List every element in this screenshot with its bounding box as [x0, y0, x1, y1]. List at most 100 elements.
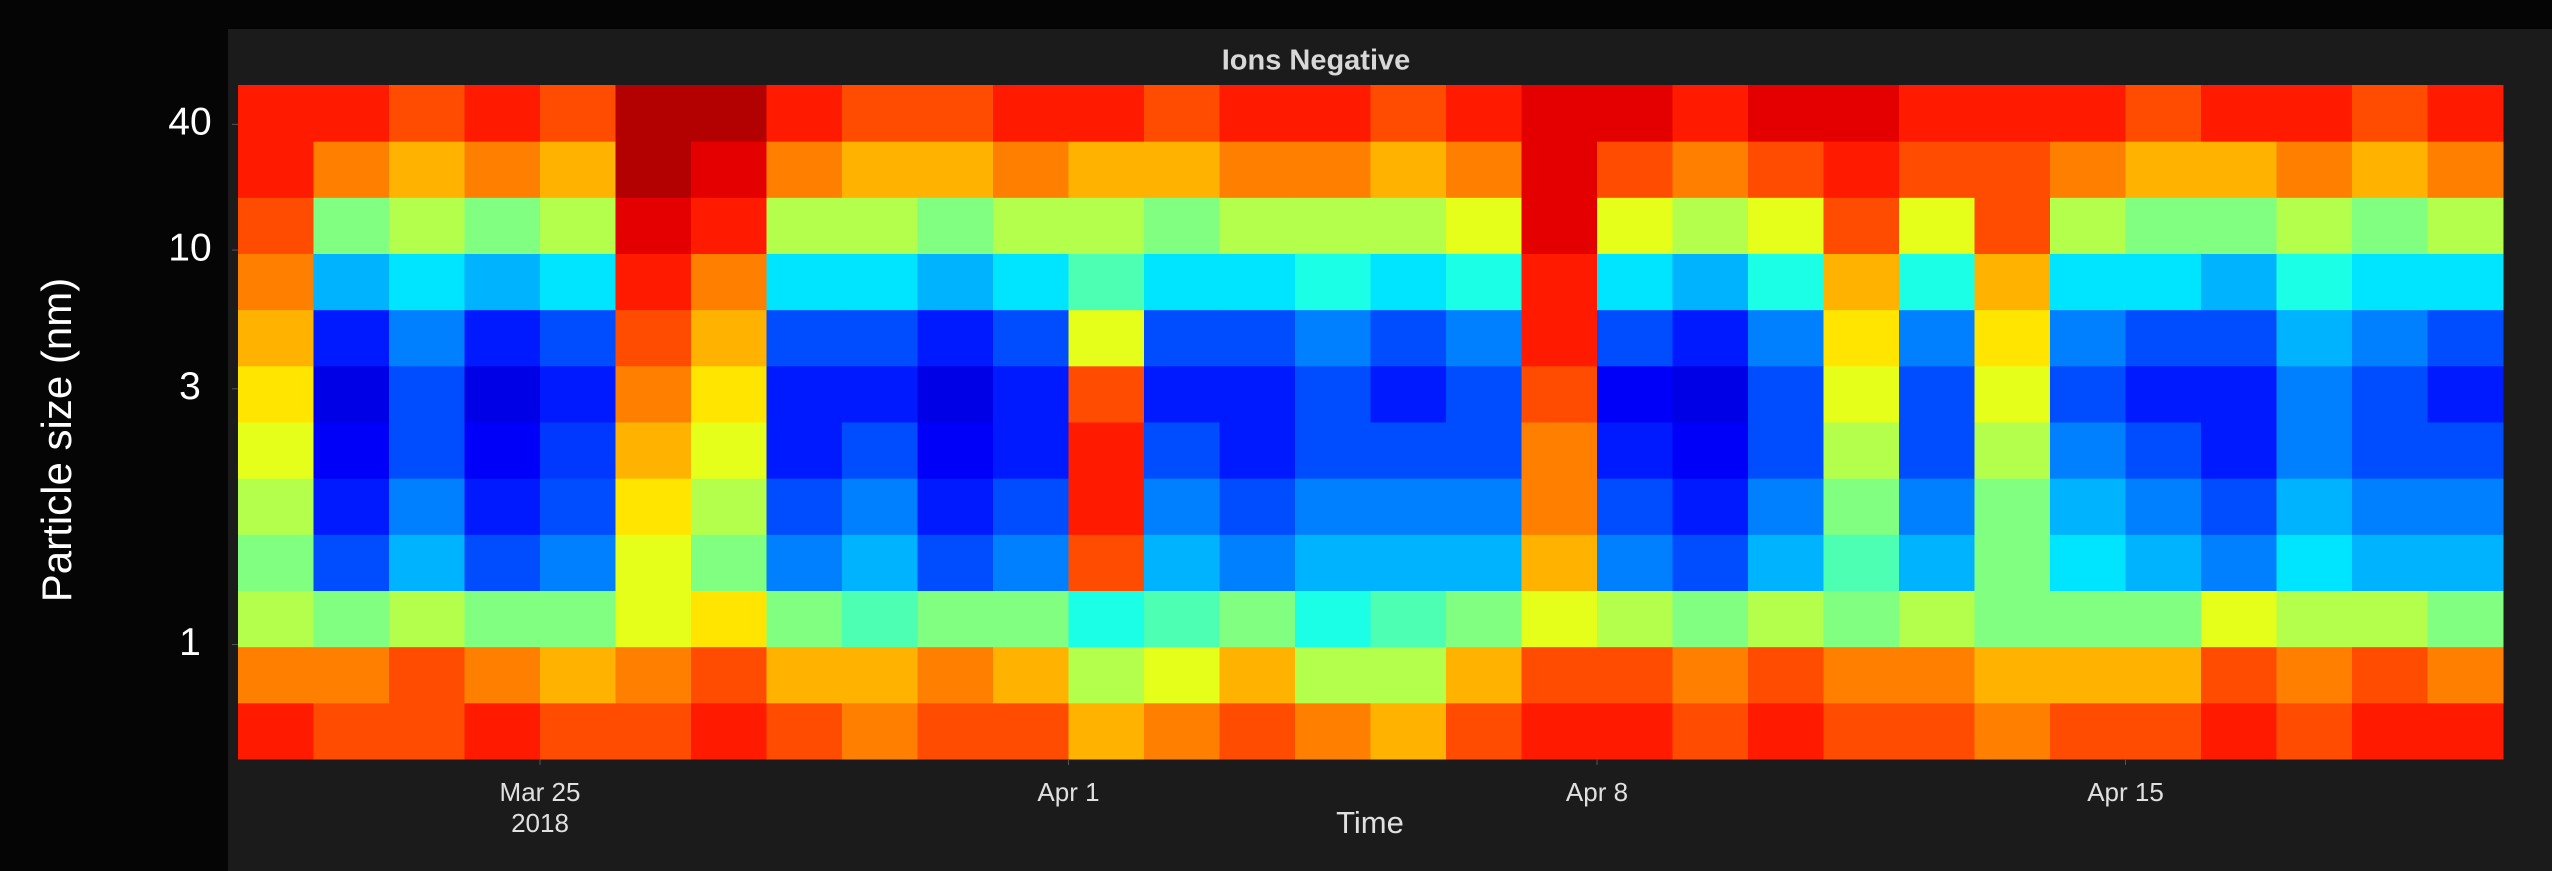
heatmap-cell [1823, 197, 1900, 254]
heatmap-cell [2427, 85, 2504, 142]
heatmap-cell [766, 253, 843, 311]
heatmap-cell [1370, 590, 1447, 648]
heatmap-cell [238, 422, 314, 479]
heatmap-cell [1974, 141, 2051, 198]
heatmap-cell [2427, 590, 2504, 648]
heatmap-cell [313, 534, 390, 591]
y-tick-label: 1 [179, 621, 201, 664]
heatmap-cell [1974, 478, 2051, 535]
heatmap-cell [993, 253, 1069, 311]
heatmap-cell [1597, 309, 1673, 367]
heatmap-cell [1748, 422, 1824, 479]
heatmap-cell [993, 590, 1069, 648]
heatmap-cell [2427, 534, 2504, 591]
heatmap-cell [2352, 534, 2428, 591]
heatmap-cell [389, 422, 465, 479]
heatmap-cell [2276, 85, 2353, 142]
heatmap-cell [1446, 253, 1522, 311]
heatmap-cell [2276, 646, 2353, 704]
heatmap-cell [917, 253, 994, 311]
heatmap-cell [464, 85, 541, 142]
heatmap-cell [1748, 646, 1824, 704]
heatmap-cell [2050, 534, 2126, 591]
heatmap-cell [1295, 534, 1371, 591]
heatmap-cell [691, 253, 767, 311]
heatmap-cell [1672, 702, 1749, 760]
heatmap-cell [1899, 422, 1975, 479]
heatmap-cell [540, 365, 616, 423]
heatmap-cell [1974, 197, 2051, 254]
heatmap-cell [1672, 253, 1749, 311]
heatmap-cell [691, 534, 767, 591]
heatmap-cell [313, 365, 390, 423]
heatmap-cell [993, 85, 1069, 142]
heatmap-cell [2050, 646, 2126, 704]
y-tick-label: 3 [179, 365, 201, 408]
heatmap-cell [1748, 85, 1824, 142]
heatmap-cell [993, 309, 1069, 367]
heatmap-cell [1823, 478, 1900, 535]
heatmap-cell [1899, 646, 1975, 704]
heatmap-cell [389, 141, 465, 198]
heatmap-cell [1370, 702, 1447, 760]
heatmap-cell [842, 85, 918, 142]
heatmap-cell [464, 590, 541, 648]
heatmap-cell [1370, 478, 1447, 535]
heatmap-cell [1823, 702, 1900, 760]
y-tick-label: 40 [168, 101, 211, 144]
heatmap-cell [2276, 590, 2353, 648]
heatmap-cell [2276, 197, 2353, 254]
heatmap-cell [2125, 309, 2202, 367]
heatmap-cell [1748, 478, 1824, 535]
heatmap-cell [2125, 534, 2202, 591]
heatmap-cell [2276, 702, 2353, 760]
heatmap-cell [2125, 646, 2202, 704]
heatmap-cell [238, 646, 314, 704]
heatmap-cell [917, 197, 994, 254]
heatmap-cell [2427, 478, 2504, 535]
heatmap-cell [2125, 702, 2202, 760]
heatmap-cell [1521, 141, 1598, 198]
heatmap-cell [2352, 141, 2428, 198]
heatmap-cell [1823, 646, 1900, 704]
heatmap-cell [1219, 590, 1296, 648]
heatmap-cell [1219, 702, 1296, 760]
heatmap-cell [1295, 590, 1371, 648]
heatmap-cell [540, 253, 616, 311]
heatmap-cell [1597, 590, 1673, 648]
heatmap-cell [615, 309, 692, 367]
heatmap-cell [1974, 646, 2051, 704]
heatmap-cell [2050, 309, 2126, 367]
heatmap-cell [540, 646, 616, 704]
heatmap-cell [766, 534, 843, 591]
heatmap-cell [1219, 478, 1296, 535]
heatmap-cell [1446, 646, 1522, 704]
heatmap-cell [615, 85, 692, 142]
heatmap-cell [2276, 422, 2353, 479]
heatmap-cell [1823, 85, 1900, 142]
heatmap-cell [1370, 253, 1447, 311]
heatmap-cell [917, 534, 994, 591]
heatmap-cell [691, 646, 767, 704]
heatmap-cell [1899, 365, 1975, 423]
heatmap-cell [389, 646, 465, 704]
heatmap-cell [2276, 141, 2353, 198]
heatmap-cell [313, 141, 390, 198]
x-tick-label: Mar 25 [500, 777, 581, 807]
heatmap-cell [1672, 478, 1749, 535]
heatmap-cell [691, 590, 767, 648]
heatmap-cell [1597, 422, 1673, 479]
heatmap-cell [1899, 309, 1975, 367]
heatmap-cell [917, 590, 994, 648]
heatmap-cell [1899, 590, 1975, 648]
heatmap-cell [1748, 365, 1824, 423]
heatmap-cell [2050, 197, 2126, 254]
heatmap-cell [615, 590, 692, 648]
heatmap-cell [2125, 197, 2202, 254]
heatmap-cell [2427, 141, 2504, 198]
heatmap-cell [1823, 309, 1900, 367]
heatmap-cell [1974, 365, 2051, 423]
heatmap-cell [1748, 253, 1824, 311]
heatmap-cell [993, 534, 1069, 591]
heatmap-cell [313, 702, 390, 760]
